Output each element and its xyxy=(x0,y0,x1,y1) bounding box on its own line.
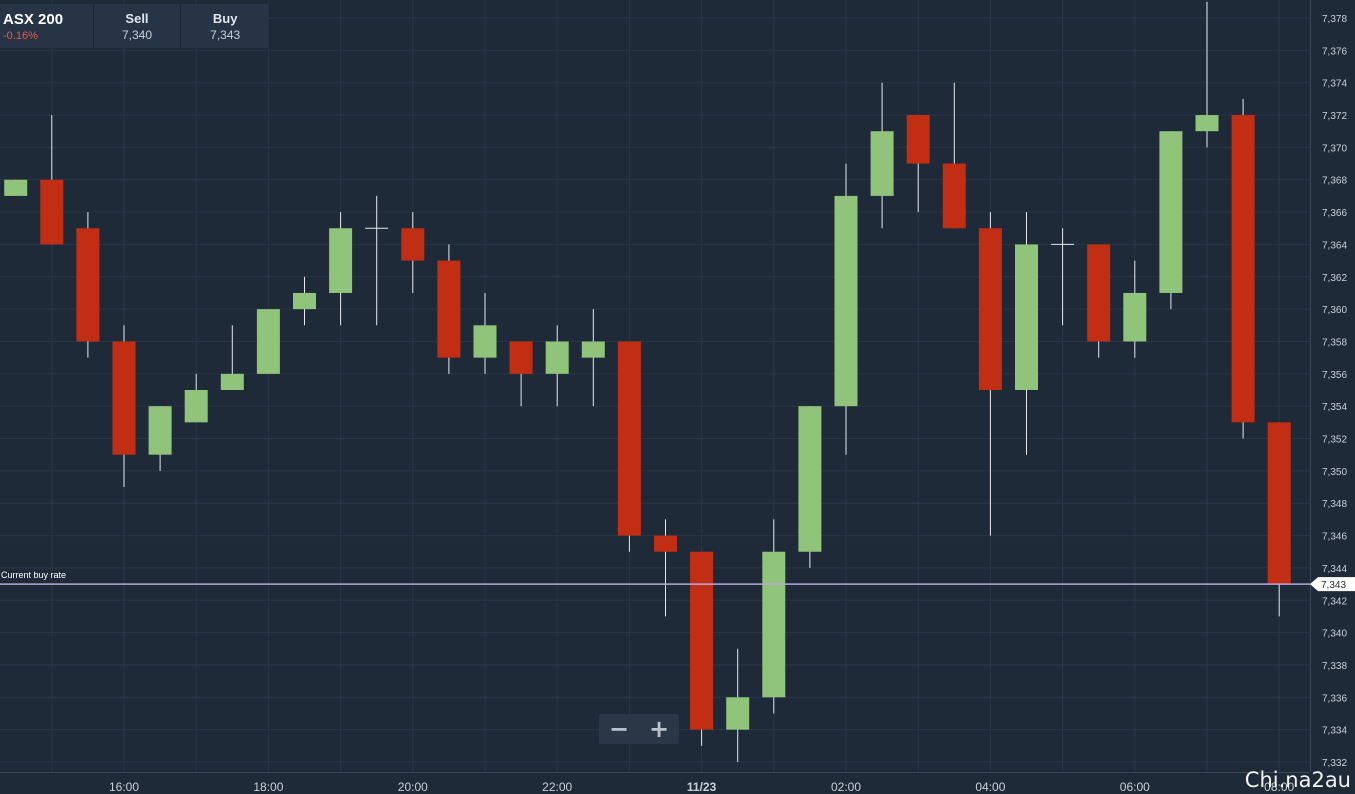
x-tick-label: 16:00 xyxy=(109,780,139,794)
y-tick-label: 7,364 xyxy=(1322,240,1347,251)
candle-body[interactable] xyxy=(690,551,714,730)
sell-price: 7,340 xyxy=(121,27,152,42)
y-tick-label: 7,378 xyxy=(1322,14,1347,25)
x-tick-label: 02:00 xyxy=(831,780,861,794)
candle-body[interactable] xyxy=(906,115,930,164)
candle-body[interactable] xyxy=(1159,131,1183,293)
x-tick-label: 08:00 xyxy=(1264,780,1294,794)
y-tick-label: 7,332 xyxy=(1322,758,1347,769)
y-tick-label: 7,346 xyxy=(1322,532,1347,543)
instrument-change: -0.16% xyxy=(3,29,38,42)
candle-body[interactable] xyxy=(401,228,425,261)
y-tick-label: 7,360 xyxy=(1322,305,1347,316)
candle-body[interactable] xyxy=(942,163,966,229)
candle-body[interactable] xyxy=(617,341,641,536)
candle-body[interactable] xyxy=(1195,115,1219,132)
buy-label: Buy xyxy=(212,10,238,26)
x-tick-label: 18:00 xyxy=(253,780,283,794)
candle-body[interactable] xyxy=(184,390,208,423)
y-tick-label: 7,354 xyxy=(1322,402,1347,413)
x-tick-label: 20:00 xyxy=(398,780,428,794)
candle-body[interactable] xyxy=(1123,292,1147,342)
y-tick-label: 7,344 xyxy=(1322,564,1347,575)
instrument-cell[interactable]: ASX 200 -0.16% xyxy=(0,4,94,48)
candle-body[interactable] xyxy=(834,195,858,407)
y-tick-label: 7,372 xyxy=(1322,111,1347,122)
y-tick-label: 7,374 xyxy=(1322,79,1347,90)
buy-price: 7,343 xyxy=(210,27,241,42)
y-tick-label: 7,362 xyxy=(1322,273,1347,284)
candle-body[interactable] xyxy=(870,131,894,196)
y-tick-label: 7,352 xyxy=(1322,435,1347,446)
candle-body[interactable] xyxy=(654,535,677,552)
candle-body[interactable] xyxy=(978,228,1002,390)
y-tick-label: 7,366 xyxy=(1322,208,1347,219)
candle-body[interactable] xyxy=(112,341,136,455)
y-tick-label: 7,356 xyxy=(1322,370,1347,381)
y-tick-label: 7,340 xyxy=(1322,629,1347,640)
candle-body[interactable] xyxy=(509,341,533,374)
candle-body[interactable] xyxy=(762,551,786,698)
y-tick-label: 7,368 xyxy=(1322,176,1347,187)
buy-button[interactable]: Buy 7,343 xyxy=(181,4,269,48)
x-tick-label: 06:00 xyxy=(1120,780,1150,794)
current-rate-tag xyxy=(1310,577,1355,592)
zoom-controls: − + xyxy=(599,714,679,744)
y-tick-label: 7,336 xyxy=(1322,693,1347,704)
candle-body[interactable] xyxy=(329,228,353,293)
candle-body[interactable] xyxy=(148,406,172,455)
zoom-in-button[interactable]: + xyxy=(648,715,670,743)
candle-body[interactable] xyxy=(1231,115,1255,423)
candle-body[interactable] xyxy=(256,309,280,374)
candle-body[interactable] xyxy=(473,325,497,358)
y-tick-label: 7,350 xyxy=(1322,467,1347,478)
x-tick-label: 11/23 xyxy=(687,780,717,794)
y-tick-label: 7,338 xyxy=(1322,661,1347,672)
candle-body[interactable] xyxy=(1015,244,1038,390)
candle-body[interactable] xyxy=(40,179,64,245)
candle-body[interactable] xyxy=(1267,422,1291,585)
candle-body[interactable] xyxy=(581,341,605,358)
y-tick-label: 7,376 xyxy=(1322,46,1347,57)
x-tick-label: 04:00 xyxy=(975,780,1005,794)
candle-body[interactable] xyxy=(293,292,316,310)
x-tick-label: 22:00 xyxy=(542,780,572,794)
candle-body[interactable] xyxy=(4,179,28,196)
instrument-header: ASX 200 -0.16% Sell 7,340 Buy 7,343 xyxy=(0,4,269,48)
current-rate-label: Current buy rate xyxy=(1,570,66,580)
y-tick-label: 7,358 xyxy=(1322,337,1347,348)
y-tick-label: 7,334 xyxy=(1322,726,1347,737)
zoom-out-button[interactable]: − xyxy=(608,715,630,743)
y-tick-label: 7,342 xyxy=(1322,596,1347,607)
y-tick-label: 7,370 xyxy=(1322,143,1347,154)
candle-body[interactable] xyxy=(220,373,244,390)
watermark: Chi.na2au xyxy=(1244,768,1351,792)
candle-body[interactable] xyxy=(1087,244,1111,342)
sell-label: Sell xyxy=(125,10,149,26)
candle-body[interactable] xyxy=(545,341,569,374)
current-rate-value: 7,343 xyxy=(1321,580,1346,591)
sell-button[interactable]: Sell 7,340 xyxy=(94,4,182,48)
candle-body[interactable] xyxy=(726,697,750,730)
candle-body[interactable] xyxy=(437,260,461,358)
instrument-name: ASX 200 xyxy=(3,10,64,28)
y-tick-label: 7,348 xyxy=(1322,499,1347,510)
candle-body[interactable] xyxy=(798,406,822,552)
candle-body[interactable] xyxy=(76,228,100,342)
